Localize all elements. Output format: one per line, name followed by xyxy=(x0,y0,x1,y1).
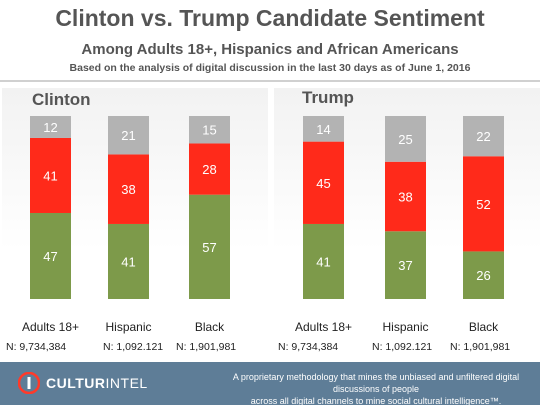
clinton-bar-hispanic-negative xyxy=(108,154,149,224)
trump-panel-title: Trump xyxy=(302,88,354,107)
trump-data-label-adults-18-negative: 45 xyxy=(316,176,330,191)
clinton-data-label-black-positive: 57 xyxy=(202,240,216,255)
clinton-bar-black-neutral xyxy=(189,116,230,144)
clinton-bar-black-negative xyxy=(189,143,230,195)
trump-sample-size-black: N: 1,901,981 xyxy=(450,341,510,353)
stacked-bar-charts: 47 41 12 Adults 18+ N: 9,734,384 41 38 21 Hispan… xyxy=(6,116,510,353)
clinton-data-label-hispanic-positive: 41 xyxy=(121,254,135,269)
trump-sample-size-adults-18: N: 9,734,384 xyxy=(278,341,338,353)
trump-bar-hispanic-positive xyxy=(385,231,426,299)
clinton-data-label-hispanic-neutral: 21 xyxy=(121,128,135,143)
footer-tagline: A proprietary methodology that mines the… xyxy=(220,371,532,419)
clinton-data-label-adults-18-neutral: 12 xyxy=(43,120,57,135)
clinton-bar-hispanic-positive xyxy=(108,223,149,299)
culturintel-logo: CULTURINTEL xyxy=(46,375,148,391)
chart-title: Clinton vs. Trump Candidate Sentiment xyxy=(55,5,485,31)
clinton-bar-hispanic-neutral xyxy=(108,116,149,155)
clinton-sample-size-hispanic: N: 1,092.121 xyxy=(103,341,163,353)
header-divider xyxy=(0,80,540,82)
clinton-bar-black-positive xyxy=(189,194,230,299)
trump-bar-adults-18-neutral xyxy=(303,116,344,142)
trump-data-label-black-negative: 52 xyxy=(476,197,490,212)
trump-data-label-adults-18-positive: 41 xyxy=(316,254,330,269)
trump-bar-hispanic-negative xyxy=(385,161,426,232)
trump-bar-black-negative xyxy=(463,156,504,252)
trump-data-label-hispanic-positive: 37 xyxy=(398,258,412,273)
clinton-panel-title: Clinton xyxy=(32,90,91,109)
footer-tagline-line-2: across all digital channels to mine soci… xyxy=(250,396,502,418)
clinton-data-label-adults-18-negative: 41 xyxy=(43,168,57,183)
footer-tagline-line-1: A proprietary methodology that mines the… xyxy=(232,372,520,394)
trump-data-label-hispanic-negative: 38 xyxy=(398,190,412,205)
trump-data-label-black-positive: 26 xyxy=(476,268,490,283)
trump-category-label-adults-18: Adults 18+ xyxy=(295,320,352,334)
trump-data-label-hispanic-neutral: 25 xyxy=(398,132,412,147)
clinton-category-label-black: Black xyxy=(195,320,225,334)
footer-bar: CULTURINTEL A proprietary methodology th… xyxy=(0,362,540,418)
trump-data-label-black-neutral: 22 xyxy=(476,129,490,144)
logo-culture-text: CULTUR xyxy=(46,375,106,391)
clinton-category-label-hispanic: Hispanic xyxy=(105,320,151,334)
clinton-bar-adults-18-negative xyxy=(30,137,71,213)
chart-note: Based on the analysis of digital discuss… xyxy=(69,62,471,74)
clinton-data-label-black-neutral: 15 xyxy=(202,123,216,138)
trump-category-label-black: Black xyxy=(469,320,499,334)
trump-bar-black-neutral xyxy=(463,116,504,157)
trump-data-label-adults-18-neutral: 14 xyxy=(316,122,330,137)
trump-bar-adults-18-negative xyxy=(303,141,344,224)
trump-sample-size-hispanic: N: 1,092.121 xyxy=(372,341,432,353)
clinton-data-label-adults-18-positive: 47 xyxy=(43,249,57,264)
trump-category-label-hispanic: Hispanic xyxy=(382,320,428,334)
chart-subtitle: Among Adults 18+, Hispanics and African … xyxy=(81,41,459,58)
clinton-sample-size-black: N: 1,901,981 xyxy=(176,341,236,353)
clinton-data-label-hispanic-negative: 38 xyxy=(121,182,135,197)
clinton-category-label-adults-18: Adults 18+ xyxy=(22,320,79,334)
clinton-bar-adults-18-positive xyxy=(30,212,71,299)
clinton-bar-adults-18-neutral xyxy=(30,116,71,138)
culturintel-logo-icon xyxy=(18,372,40,394)
trump-bar-black-positive xyxy=(463,251,504,299)
trump-bar-adults-18-positive xyxy=(303,223,344,299)
logo-intel-text: INTEL xyxy=(105,375,148,391)
clinton-data-label-black-negative: 28 xyxy=(202,162,216,177)
trump-bar-hispanic-neutral xyxy=(385,116,426,162)
clinton-sample-size-adults-18: N: 9,734,384 xyxy=(6,341,66,353)
